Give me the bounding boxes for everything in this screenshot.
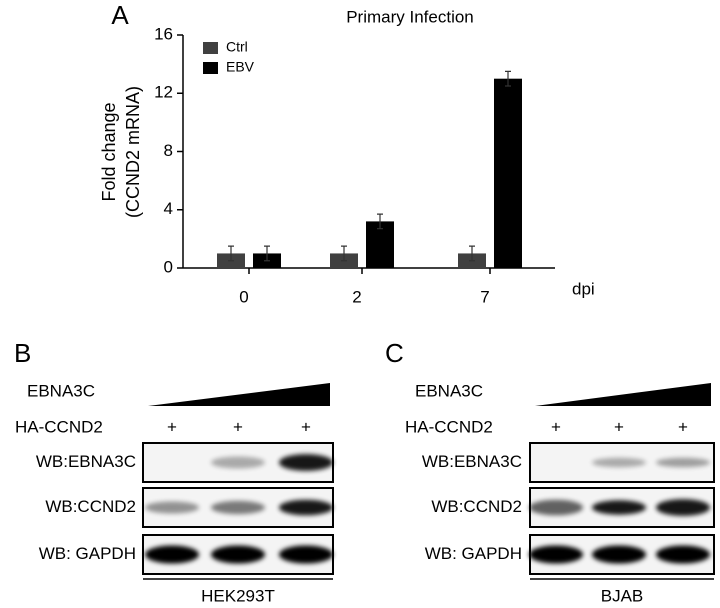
band — [592, 457, 646, 468]
transfection-label: HA-CCND2 — [15, 417, 103, 436]
cell-line-label: BJAB — [601, 586, 644, 605]
y-axis-label-line: (CCND2 mRNA) — [123, 86, 143, 218]
band — [656, 545, 710, 564]
band — [279, 454, 333, 471]
band — [592, 500, 646, 515]
panel-label: A — [111, 0, 129, 30]
error-bar — [469, 245, 475, 262]
lane-marker: + — [678, 417, 688, 436]
error-bar — [341, 245, 347, 262]
band — [529, 545, 583, 564]
error-bar — [377, 213, 383, 230]
error-bar — [505, 70, 511, 87]
blot-label: WB:CCND2 — [431, 497, 522, 516]
y-axis-label: Fold change (CCND2 mRNA) — [99, 86, 143, 218]
y-tick-label: 8 — [164, 141, 173, 160]
lane-marker: + — [301, 417, 311, 436]
band — [656, 499, 710, 516]
dose-triangle — [148, 383, 330, 406]
lane-marker: + — [167, 417, 177, 436]
y-tick-label: 16 — [154, 24, 173, 43]
legend-label: Ctrl — [226, 39, 248, 55]
blot-label: WB:EBNA3C — [36, 452, 136, 471]
chart-title: Primary Infection — [346, 7, 474, 26]
lane-marker: + — [233, 417, 243, 436]
lane-marker: + — [551, 417, 561, 436]
blot-label: WB:EBNA3C — [422, 452, 522, 471]
transfection-label: HA-CCND2 — [405, 417, 493, 436]
y-tick-label: 0 — [164, 257, 173, 276]
y-tick-label: 4 — [164, 199, 173, 218]
lane-marker: + — [614, 417, 624, 436]
x-tick-label: 0 — [239, 287, 248, 306]
x-axis-label: dpi — [572, 279, 595, 298]
error-bar — [264, 245, 270, 262]
band — [592, 545, 646, 564]
band — [145, 501, 199, 514]
blot-label: WB:CCND2 — [45, 497, 136, 516]
legend-swatch — [203, 62, 218, 74]
error-bar — [228, 245, 234, 262]
band — [211, 500, 265, 515]
panel-label: B — [14, 338, 31, 368]
band — [145, 545, 199, 564]
legend-label: EBV — [226, 59, 255, 75]
band — [211, 456, 265, 469]
legend-swatch — [203, 42, 218, 54]
panel-label: C — [385, 338, 404, 368]
band — [279, 499, 333, 516]
band — [211, 545, 265, 564]
y-axis-label-line: Fold change — [99, 102, 119, 201]
dose-triangle — [535, 383, 711, 406]
band — [656, 457, 710, 468]
x-tick-label: 2 — [352, 287, 361, 306]
x-tick-label: 7 — [480, 287, 489, 306]
band — [279, 545, 333, 564]
y-tick-label: 12 — [154, 83, 173, 102]
treatment-label: EBNA3C — [27, 381, 95, 400]
treatment-label: EBNA3C — [415, 381, 483, 400]
cell-line-label: HEK293T — [201, 586, 275, 605]
bar — [494, 78, 522, 268]
band — [529, 499, 583, 516]
blot-label: WB: GAPDH — [39, 544, 136, 563]
blot-label: WB: GAPDH — [425, 544, 522, 563]
